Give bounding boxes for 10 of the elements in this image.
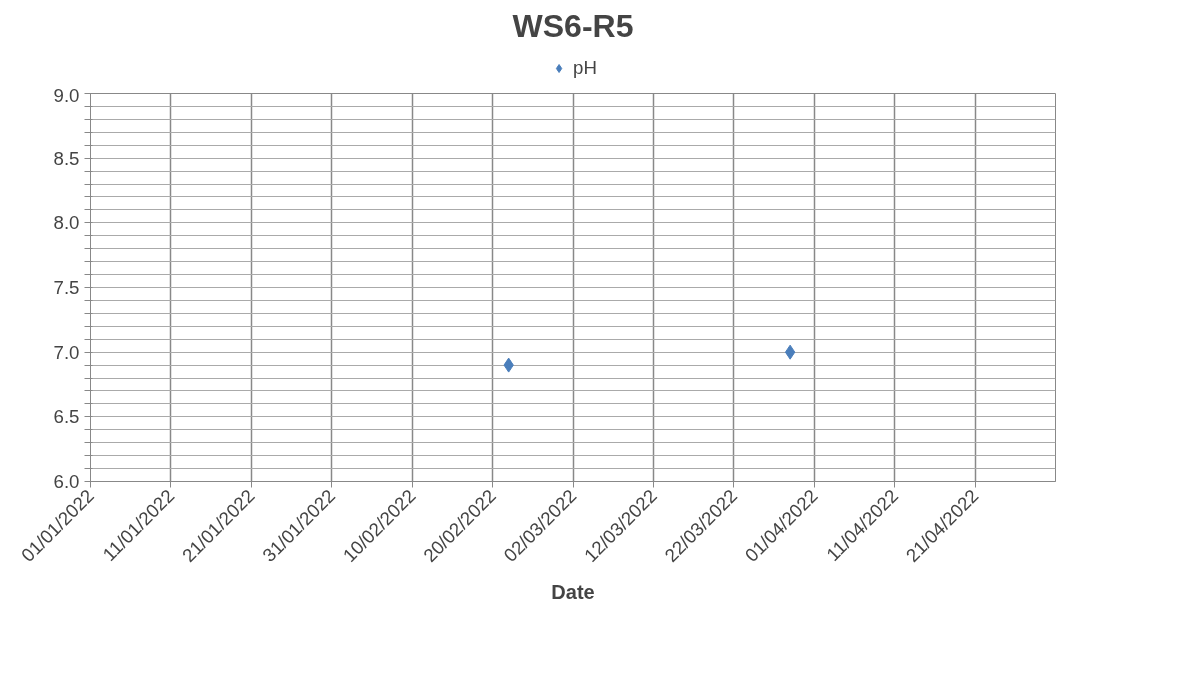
y-tick-label: 8.0 bbox=[53, 212, 80, 234]
y-tick-label: 6.5 bbox=[53, 406, 80, 428]
y-tick-label: 7.5 bbox=[53, 277, 80, 298]
x-axis-title: Date bbox=[551, 581, 595, 604]
y-tick-label: 7.0 bbox=[53, 341, 80, 363]
y-tick-label: 9.0 bbox=[53, 84, 80, 106]
chart-title: WS6-R5 bbox=[512, 7, 634, 44]
y-tick-label: 8.5 bbox=[53, 147, 80, 169]
legend-label: pH bbox=[573, 57, 597, 79]
y-tick-label: 6.0 bbox=[53, 471, 80, 492]
